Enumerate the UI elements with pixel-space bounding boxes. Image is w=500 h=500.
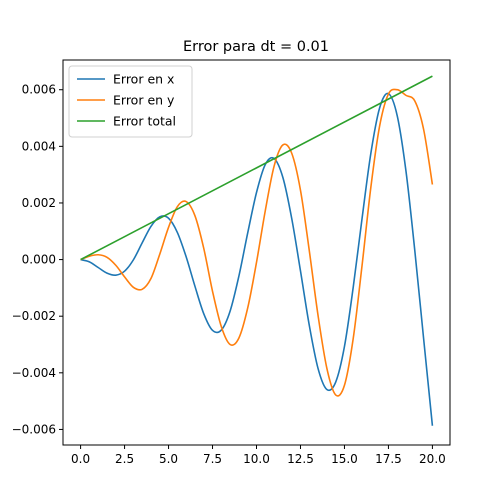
y-tick-label: 0.002 [22,196,56,210]
x-tick-label: 12.5 [287,452,314,466]
legend: Error en x Error en y Error total [68,65,193,138]
x-tick-label: 17.5 [375,452,402,466]
x-tick-label: 20.0 [419,452,446,466]
x-tick-label: 7.5 [203,452,222,466]
series-line-error-en-x [80,92,434,426]
x-tick-label: 15.0 [331,452,358,466]
x-tick-label: 0.0 [71,452,90,466]
x-axis: 0.0 2.5 5.0 7.5 10.0 12.5 15.0 17.5 20.0 [71,445,446,466]
y-tick-label: −0.004 [12,366,56,380]
legend-label: Error total [113,114,176,129]
series-line-error-total [80,75,433,261]
chart-title: Error para dt = 0.01 [183,39,329,55]
y-axis: −0.006 −0.004 −0.002 0.000 0.002 0.004 0.006 [12,83,63,436]
legend-box [68,65,193,138]
x-tick-label: 10.0 [243,452,270,466]
y-tick-label: 0.006 [22,83,56,97]
legend-label: Error en x [113,72,174,87]
legend-label: Error en y [113,93,175,108]
y-tick-label: 0.000 [22,253,56,267]
series-line-error-en-y [80,88,434,397]
x-tick-label: 2.5 [115,452,134,466]
y-tick-label: −0.006 [12,422,56,436]
y-tick-label: −0.002 [12,309,56,323]
y-tick-label: 0.004 [22,139,56,153]
x-tick-label: 5.0 [159,452,178,466]
plot-lines [80,75,434,426]
